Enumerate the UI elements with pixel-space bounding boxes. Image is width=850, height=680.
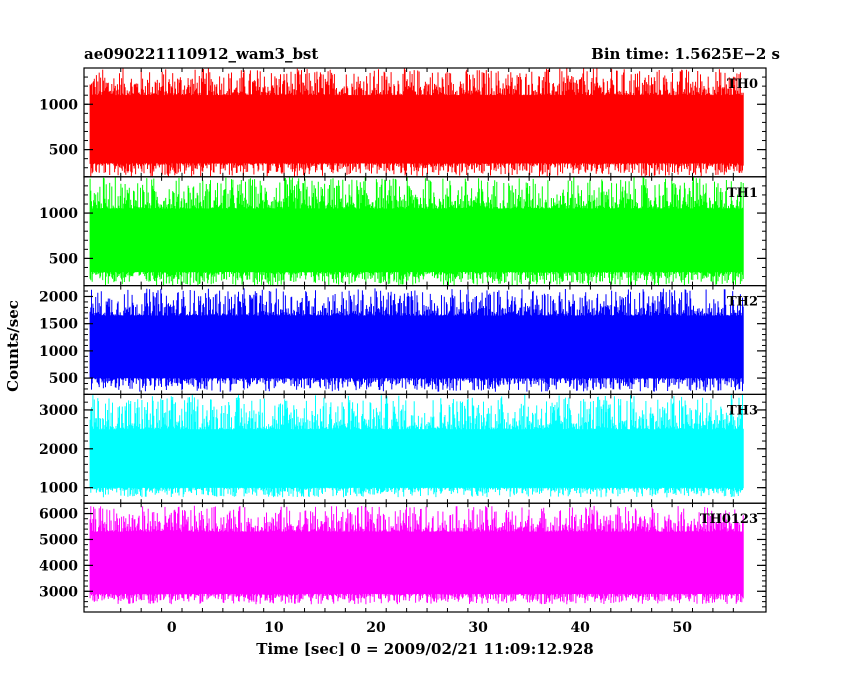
panel-th1: 500 1000 TH1 [39, 176, 767, 287]
series-line-th2 [89, 288, 744, 392]
x-tick-label: 30 [468, 620, 488, 636]
x-tick-label: 40 [570, 620, 590, 636]
y-tick-label: 3000 [39, 403, 78, 419]
y-tick-label: 5000 [39, 532, 78, 548]
x-axis-ticks: 0 10 20 30 40 50 [167, 620, 692, 636]
y-tick-label: 500 [49, 371, 78, 387]
x-axis-label: Time [sec] 0 = 2009/02/21 11:09:12.928 [256, 640, 593, 658]
y-tick-label: 1500 [39, 317, 78, 333]
chart-title-left: ae090221110912_wam3_bst [84, 45, 318, 63]
x-tick-label: 20 [366, 620, 386, 636]
panel-label: TH0123 [700, 512, 758, 527]
panel-label: TH2 [727, 295, 758, 310]
panel-label: TH1 [727, 186, 758, 201]
series-line-th3 [89, 394, 744, 498]
x-tick-label: 10 [264, 620, 284, 636]
y-tick-label: 500 [49, 251, 78, 267]
y-tick-label: 1000 [39, 481, 78, 497]
y-tick-label: 4000 [39, 558, 78, 574]
y-tick-label: 3000 [39, 584, 78, 600]
chart-title-right: Bin time: 1.5625E−2 s [591, 45, 780, 63]
panel-th3: 1000 2000 3000 TH3 [39, 393, 767, 504]
panel-frame [83, 502, 767, 613]
y-tick-label: 500 [49, 143, 78, 159]
y-tick-label: 6000 [39, 507, 78, 523]
panel-th2: 500 1000 1500 2000 TH2 [39, 285, 767, 396]
panel-th0: 500 1000 TH0 [39, 67, 767, 178]
panel-label: TH0 [727, 77, 758, 92]
x-tick-label: 50 [673, 620, 693, 636]
series-line-th1 [89, 176, 744, 286]
panel-th0123: 3000 4000 5000 6000 TH0123 [39, 502, 767, 613]
series-line-th0123 [89, 505, 744, 605]
panel-label: TH3 [727, 403, 758, 418]
y-tick-label: 2000 [39, 289, 78, 305]
y-axis-label: Counts/sec [4, 300, 22, 392]
y-tick-label: 1000 [39, 206, 78, 222]
y-tick-label: 1000 [39, 97, 78, 113]
panels-group: 500 1000 TH0 500 1000 TH1 500 1000 1500 2000 TH2 10… [39, 67, 767, 613]
series-line-th0 [89, 68, 744, 177]
y-tick-label: 1000 [39, 344, 78, 360]
y-tick-label: 2000 [39, 442, 78, 458]
x-tick-label: 0 [167, 620, 177, 636]
